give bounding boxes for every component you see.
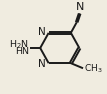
Text: H$_2$N: H$_2$N: [9, 38, 29, 51]
Text: HN: HN: [15, 47, 29, 56]
Text: N: N: [38, 27, 45, 37]
Text: CH$_3$: CH$_3$: [84, 62, 102, 75]
Text: N: N: [38, 59, 45, 69]
Text: N: N: [76, 2, 85, 12]
